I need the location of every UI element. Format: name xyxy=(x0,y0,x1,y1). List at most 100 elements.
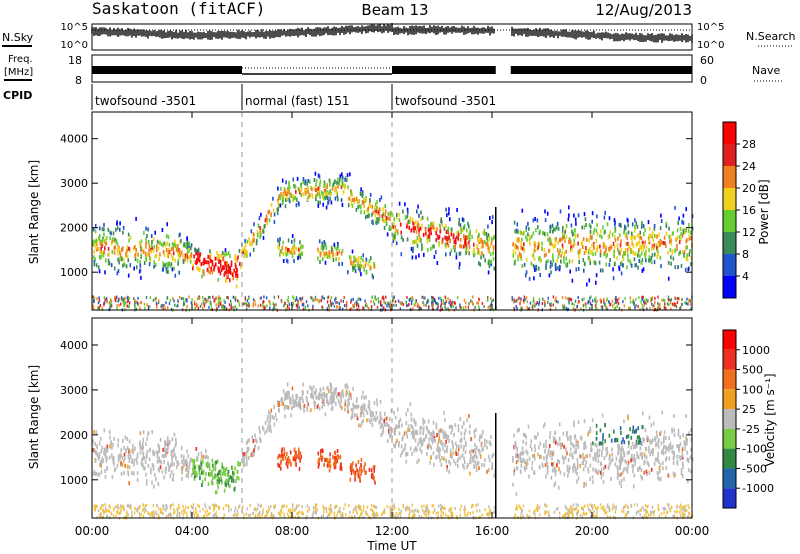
data-cell xyxy=(378,420,380,425)
data-cell xyxy=(411,425,414,430)
data-cell xyxy=(536,218,539,223)
data-cell xyxy=(690,307,692,311)
data-cell xyxy=(561,243,564,248)
data-cell xyxy=(357,303,359,307)
data-cell xyxy=(320,190,323,195)
data-cell xyxy=(557,266,559,271)
data-cell xyxy=(528,307,531,311)
data-cell xyxy=(145,251,147,256)
data-cell xyxy=(215,262,217,267)
data-cell xyxy=(448,509,450,513)
data-cell xyxy=(107,258,110,263)
data-cell xyxy=(604,243,606,248)
data-cell xyxy=(328,461,330,465)
data-cell xyxy=(426,452,428,456)
data-cell xyxy=(148,244,151,249)
data-cell xyxy=(361,410,364,415)
data-cell xyxy=(322,449,324,454)
data-cell xyxy=(246,307,248,311)
data-cell xyxy=(146,449,149,454)
data-cell xyxy=(633,454,636,459)
data-cell xyxy=(515,492,518,497)
data-cell xyxy=(252,453,254,458)
data-cell xyxy=(122,438,124,443)
data-cell xyxy=(329,400,331,405)
data-cell xyxy=(196,248,198,253)
data-cell xyxy=(360,264,362,269)
data-cell xyxy=(273,405,275,410)
data-cell xyxy=(421,246,424,250)
data-cell xyxy=(632,445,635,450)
data-cell xyxy=(292,301,294,305)
data-cell xyxy=(650,467,653,472)
data-cell xyxy=(375,506,378,509)
data-cell xyxy=(394,444,396,449)
data-cell xyxy=(457,457,460,462)
data-cell xyxy=(276,211,279,216)
data-cell xyxy=(398,424,401,429)
data-cell xyxy=(192,462,195,467)
data-cell xyxy=(235,265,237,270)
data-cell xyxy=(158,445,161,449)
data-cell xyxy=(338,181,341,186)
data-cell xyxy=(360,187,362,192)
data-cell xyxy=(135,216,137,221)
data-cell xyxy=(246,253,248,258)
data-cell xyxy=(572,466,574,471)
data-cell xyxy=(154,297,157,301)
data-cell xyxy=(372,473,374,478)
data-cell xyxy=(169,463,172,468)
data-cell xyxy=(273,305,275,309)
data-cell xyxy=(197,248,200,253)
data-cell xyxy=(551,243,554,248)
data-cell xyxy=(449,251,451,256)
data-cell xyxy=(538,256,540,261)
data-cell xyxy=(349,172,351,177)
data-cell xyxy=(176,243,179,248)
data-cell xyxy=(422,301,424,304)
data-cell xyxy=(246,239,249,244)
data-cell xyxy=(322,386,325,391)
data-cell xyxy=(161,454,164,458)
data-cell xyxy=(447,297,449,301)
data-cell xyxy=(207,482,210,487)
data-cell xyxy=(116,510,118,514)
data-cell xyxy=(423,296,425,300)
data-cell xyxy=(340,299,342,303)
data-cell xyxy=(253,452,255,457)
data-cell xyxy=(583,225,586,230)
data-cell xyxy=(96,444,98,449)
data-cell xyxy=(266,428,268,433)
data-cell xyxy=(365,260,367,265)
data-cell xyxy=(345,304,348,308)
data-cell xyxy=(648,445,650,450)
data-cell xyxy=(560,259,562,264)
data-cell xyxy=(278,203,281,208)
data-cell xyxy=(475,463,478,468)
data-cell xyxy=(412,306,414,310)
data-cell xyxy=(355,207,358,212)
data-cell xyxy=(293,243,295,248)
data-cell xyxy=(399,307,402,311)
data-cell xyxy=(145,481,148,486)
data-cell xyxy=(548,236,551,241)
data-cell xyxy=(219,472,222,476)
data-cell xyxy=(468,245,471,250)
data-cell xyxy=(256,230,259,235)
data-cell xyxy=(489,260,491,265)
data-cell xyxy=(135,249,137,254)
data-cell xyxy=(598,260,601,265)
data-cell xyxy=(114,467,117,471)
data-cell xyxy=(533,241,535,246)
data-cell xyxy=(102,250,105,255)
data-cell xyxy=(277,186,279,191)
data-cell xyxy=(321,256,324,261)
data-cell xyxy=(283,406,286,411)
data-cell xyxy=(190,253,192,257)
data-cell xyxy=(354,470,357,475)
data-cell xyxy=(267,210,269,215)
data-cell xyxy=(263,306,265,310)
data-cell xyxy=(605,248,607,253)
data-cell xyxy=(440,429,443,434)
data-cell xyxy=(394,300,397,304)
